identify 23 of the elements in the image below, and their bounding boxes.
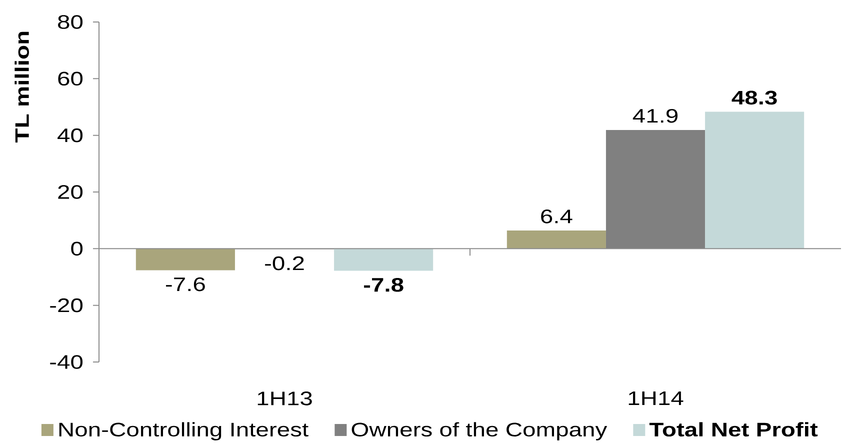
y-tick-label: -40: [50, 355, 83, 369]
y-tick-label: 60: [58, 72, 83, 86]
y-axis-title: TL million: [14, 32, 29, 142]
bar: [506, 230, 606, 249]
data-label: 41.9: [632, 108, 678, 123]
data-label: 48.3: [732, 90, 777, 105]
x-tick-label: 1H14: [628, 392, 684, 405]
data-label: -0.2: [265, 256, 304, 270]
data-label: 6.4: [541, 210, 572, 224]
y-tick-label: 0: [71, 242, 83, 256]
y-tick-label: -20: [50, 298, 83, 312]
x-tick-label: 1H13: [258, 392, 312, 406]
bar: [334, 248, 434, 271]
legend-label: Total Net Profit: [649, 422, 818, 437]
legend-label: Non-Controlling Interest: [59, 422, 308, 440]
y-tick-label: 80: [58, 15, 83, 29]
data-label: -7.6: [166, 277, 205, 292]
y-tick-label: 20: [58, 185, 83, 199]
data-label: -7.8: [364, 278, 404, 292]
bar: [705, 112, 804, 249]
bar: [136, 248, 235, 270]
y-tick-label: 40: [58, 128, 83, 142]
legend-label: Owners of the Company: [352, 422, 608, 440]
